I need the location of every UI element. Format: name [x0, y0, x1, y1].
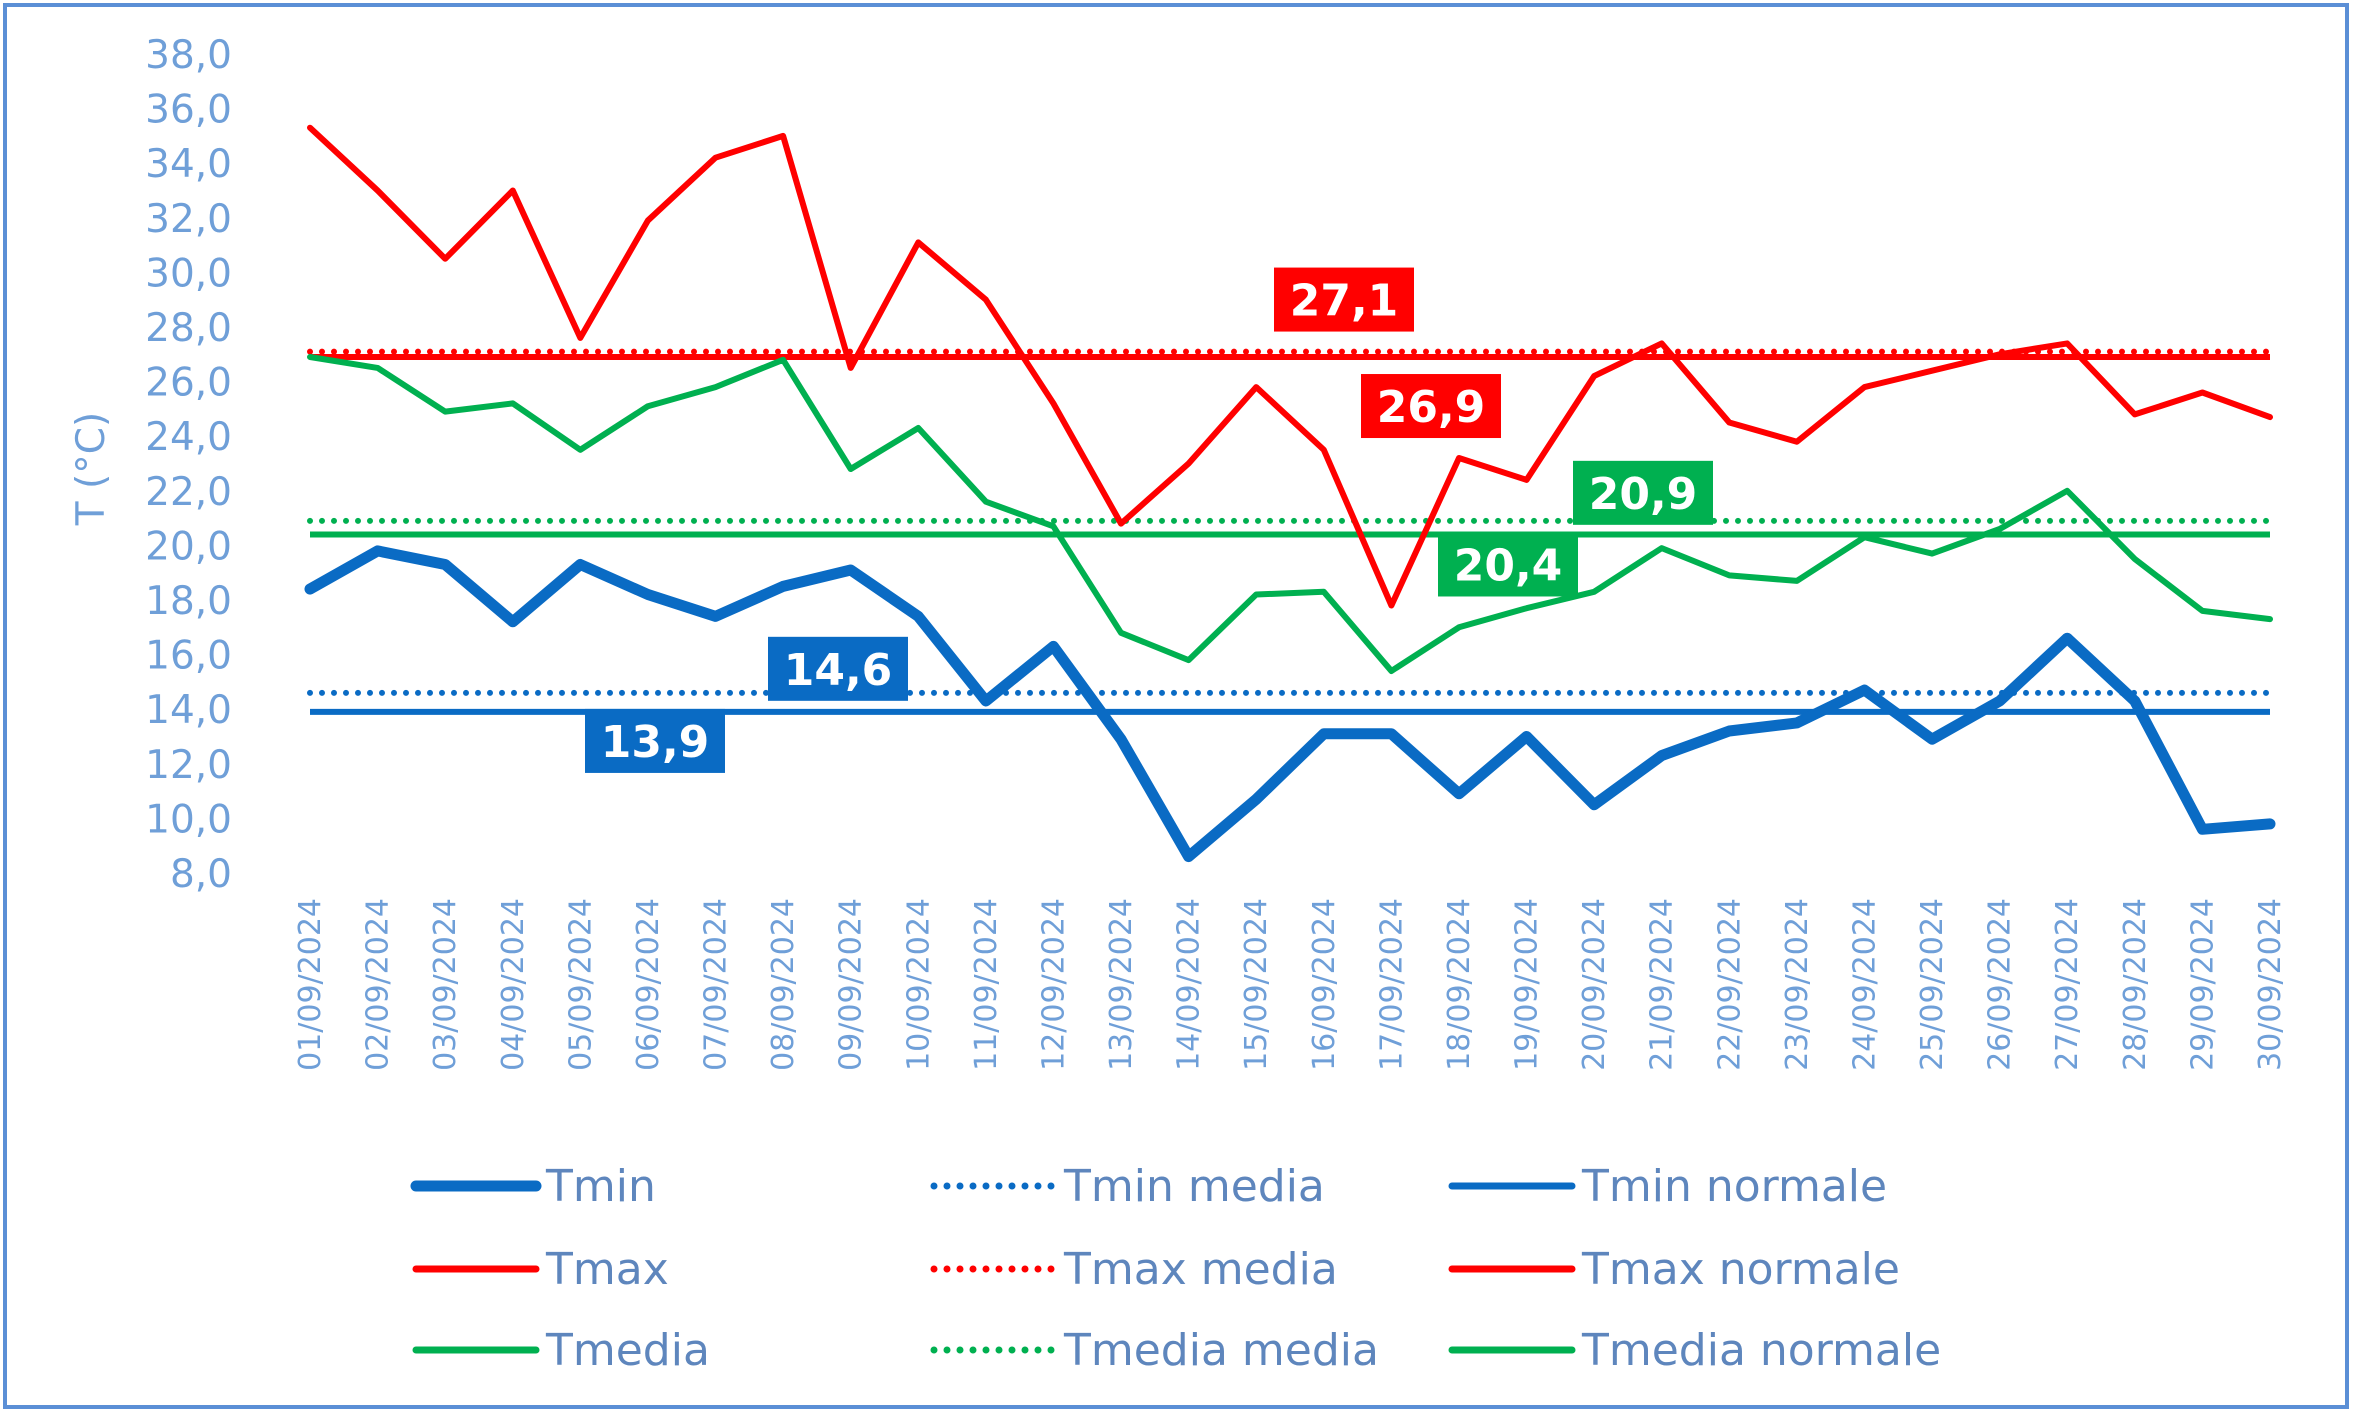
y-tick-label: 22,0 [145, 470, 232, 515]
x-tick-label: 24/09/2024 [1847, 898, 1882, 1071]
x-tick-label: 29/09/2024 [2185, 898, 2220, 1071]
legend-label-tmin-media: Tmin media [1063, 1161, 1325, 1212]
tmedia-normale-label-box [1438, 532, 1578, 597]
x-tick-label: 18/09/2024 [1442, 898, 1477, 1071]
y-tick-label: 12,0 [145, 743, 232, 788]
x-tick-label: 13/09/2024 [1104, 898, 1139, 1071]
tmedia-media-label: 20,9 [1589, 469, 1698, 520]
x-tick-label: 08/09/2024 [766, 898, 801, 1071]
x-tick-label: 27/09/2024 [2050, 898, 2085, 1071]
y-tick-label: 36,0 [145, 88, 232, 133]
y-tick-label: 24,0 [145, 415, 232, 460]
x-tick-label: 15/09/2024 [1239, 898, 1274, 1071]
tmax-normale-label: 26,9 [1377, 382, 1486, 433]
chart-frame [3, 3, 2349, 1409]
y-tick-label: 32,0 [145, 197, 232, 242]
tmin-media-label-box [768, 636, 908, 701]
legend-label-tmedia-normale: Tmedia normale [1581, 1325, 1941, 1376]
x-tick-label: 09/09/2024 [834, 898, 869, 1071]
legend-label-tmin: Tmin [545, 1161, 656, 1212]
y-tick-label: 30,0 [145, 251, 232, 296]
y-tick-label: 26,0 [145, 361, 232, 406]
legend-label-tmax-media: Tmax media [1063, 1244, 1338, 1295]
tmax-media-label-box [1274, 267, 1414, 332]
x-tick-label: 07/09/2024 [699, 898, 734, 1071]
tmedia-media-label-box [1573, 460, 1713, 525]
tmedia-line [307, 354, 2273, 674]
y-tick-label: 20,0 [145, 524, 232, 569]
x-tick-label: 20/09/2024 [1577, 898, 1612, 1071]
y-tick-label: 28,0 [145, 306, 232, 351]
x-tick-label: 23/09/2024 [1780, 898, 1815, 1071]
x-tick-label: 10/09/2024 [901, 898, 936, 1071]
legend-label-tmedia-media: Tmedia media [1063, 1325, 1379, 1376]
x-tick-label: 25/09/2024 [1915, 898, 1950, 1071]
legend-label-tmax: Tmax [545, 1244, 669, 1295]
x-tick-label: 03/09/2024 [428, 898, 463, 1071]
tmedia-normale-label: 20,4 [1454, 540, 1563, 591]
tmin-media-label: 14,6 [784, 645, 893, 696]
y-tick-label: 38,0 [145, 33, 232, 78]
tmax-normale-label-box [1361, 374, 1501, 439]
x-tick-label: 04/09/2024 [496, 898, 531, 1071]
y-tick-label: 16,0 [145, 634, 232, 679]
x-tick-label: 02/09/2024 [361, 898, 396, 1071]
x-tick-label: 16/09/2024 [1307, 898, 1342, 1071]
x-tick-label: 21/09/2024 [1645, 898, 1680, 1071]
x-tick-label: 26/09/2024 [1983, 898, 2018, 1071]
y-tick-label: 10,0 [145, 797, 232, 842]
tmax-media-label: 27,1 [1290, 276, 1399, 327]
y-tick-label: 34,0 [145, 142, 232, 187]
tmax-line [307, 124, 2273, 609]
x-tick-label: 12/09/2024 [1036, 898, 1071, 1071]
legend-label-tmin-normale: Tmin normale [1581, 1161, 1887, 1212]
y-tick-label: 14,0 [145, 688, 232, 733]
x-tick-label: 28/09/2024 [2118, 898, 2153, 1071]
y-axis-label: T (°C) [69, 412, 114, 526]
x-tick-label: 19/09/2024 [1510, 898, 1545, 1071]
tmin-line [304, 545, 2276, 863]
x-tick-label: 30/09/2024 [2253, 898, 2288, 1071]
legend-label-tmax-normale: Tmax normale [1581, 1244, 1900, 1295]
x-tick-label: 06/09/2024 [631, 898, 666, 1071]
y-tick-label: 18,0 [145, 579, 232, 624]
y-tick-label: 8,0 [170, 852, 232, 897]
x-tick-label: 22/09/2024 [1712, 898, 1747, 1071]
x-tick-label: 14/09/2024 [1172, 898, 1207, 1071]
x-tick-label: 11/09/2024 [969, 898, 1004, 1071]
x-tick-label: 01/09/2024 [293, 898, 328, 1071]
x-tick-label: 17/09/2024 [1374, 898, 1409, 1071]
tmin-normale-label: 13,9 [601, 717, 710, 768]
tmin-normale-label-box [585, 708, 725, 773]
legend-label-tmedia: Tmedia [545, 1325, 710, 1376]
x-tick-label: 05/09/2024 [563, 898, 598, 1071]
